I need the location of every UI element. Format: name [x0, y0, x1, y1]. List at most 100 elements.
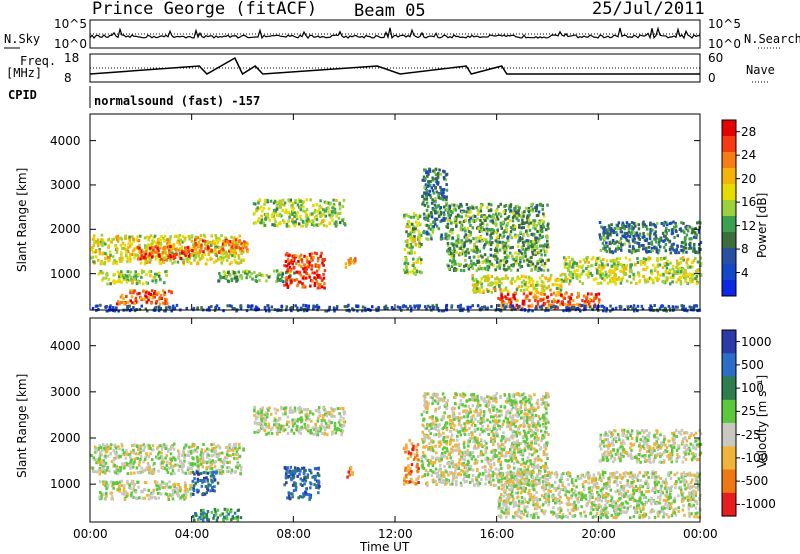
- scatter-cell: [299, 428, 302, 432]
- scatter-cell: [116, 270, 120, 274]
- scatter-cell: [212, 474, 216, 478]
- scatter-cell: [695, 274, 698, 278]
- scatter-cell: [256, 206, 259, 210]
- scatter-cell: [147, 455, 151, 459]
- scatter-cell: [527, 246, 530, 250]
- scatter-cell: [91, 466, 95, 470]
- scatter-cell: [529, 208, 532, 212]
- scatter-cell: [446, 218, 449, 222]
- scatter-cell: [254, 279, 257, 283]
- scatter-cell: [157, 271, 161, 275]
- scatter-cell: [620, 230, 623, 234]
- scatter-cell: [196, 490, 199, 494]
- scatter-cell: [330, 406, 333, 410]
- scatter-cell: [209, 483, 212, 487]
- scatter-cell: [346, 304, 349, 308]
- scatter-cell: [231, 254, 234, 258]
- scatter-cell: [151, 279, 154, 283]
- scatter-cell: [186, 468, 190, 472]
- scatter-cell: [348, 260, 351, 264]
- scatter-cell: [656, 263, 660, 267]
- scatter-cell: [223, 276, 226, 279]
- scatter-cell: [184, 486, 187, 490]
- nsky-strip-frame: [89, 19, 701, 49]
- scatter-cell: [96, 238, 100, 242]
- scatter-cell: [219, 459, 223, 463]
- scatter-cell: [258, 207, 261, 211]
- scatter-cell: [281, 198, 285, 202]
- scatter-cell: [196, 480, 200, 483]
- scatter-cell: [233, 258, 237, 262]
- scatter-cell: [104, 496, 107, 500]
- scatter-cell: [544, 253, 547, 257]
- scatter-cell: [632, 234, 635, 238]
- scatter-cell: [416, 224, 419, 228]
- scatter-cell: [696, 260, 700, 264]
- scatter-cell: [493, 248, 497, 252]
- scatter-cell: [134, 452, 138, 456]
- scatter-cell: [621, 264, 624, 268]
- scatter-cell: [221, 470, 225, 474]
- scatter-cell: [161, 457, 164, 461]
- scatter-cell: [305, 427, 308, 431]
- scatter-cell: [579, 260, 582, 264]
- scatter-cell: [105, 305, 108, 308]
- scatter-cell: [677, 251, 681, 255]
- scatter-cell: [276, 426, 280, 430]
- scatter-cell: [291, 418, 294, 422]
- scatter-cell: [695, 304, 699, 308]
- scatter-cell: [453, 269, 456, 272]
- scatter-cell: [507, 207, 511, 211]
- scatter-cell: [227, 239, 231, 243]
- scatter-cell: [649, 229, 653, 232]
- scatter-cell: [597, 265, 601, 269]
- scatter-cell: [637, 227, 641, 231]
- scatter-cell: [435, 211, 439, 215]
- scatter-cell: [483, 259, 486, 263]
- scatter-cell: [263, 223, 267, 227]
- scatter-cell: [309, 284, 312, 288]
- scatter-cell: [308, 252, 312, 256]
- scatter-cell: [162, 289, 165, 293]
- scatter-cell: [535, 287, 538, 291]
- scatter-cell: [524, 275, 527, 279]
- scatter-cell: [505, 228, 509, 232]
- scatter-cell: [494, 218, 497, 222]
- scatter-cell: [657, 273, 660, 277]
- scatter-cell: [583, 304, 586, 308]
- scatter-cell: [190, 451, 193, 455]
- scatter-cell: [213, 485, 216, 489]
- scatter-cell: [323, 408, 326, 412]
- scatter-cell: [266, 212, 269, 216]
- scatter-cell: [282, 203, 286, 207]
- scatter-cell: [277, 279, 280, 282]
- scatter-cell: [584, 307, 587, 311]
- scatter-cell: [424, 217, 427, 221]
- scatter-cell: [168, 240, 172, 244]
- scatter-cell: [122, 489, 126, 493]
- scatter-cell: [603, 229, 606, 232]
- scatter-cell: [293, 271, 296, 275]
- scatter-cell: [450, 203, 454, 207]
- scatter-cell: [472, 237, 475, 241]
- scatter-cell: [469, 239, 473, 243]
- scatter-cell: [515, 211, 518, 215]
- scatter-cell: [120, 275, 124, 279]
- scatter-cell: [509, 233, 512, 237]
- scatter-cell: [264, 215, 268, 219]
- scatter-cell: [206, 510, 210, 513]
- scatter-cell: [660, 222, 664, 225]
- scatter-cell: [122, 297, 125, 301]
- scatter-cell: [528, 256, 532, 260]
- scatter-cell: [480, 306, 484, 310]
- scatter-cell: [613, 275, 617, 279]
- scatter-cell: [503, 256, 507, 259]
- scatter-cell: [461, 309, 464, 313]
- scatter-cell: [486, 205, 489, 209]
- scatter-cell: [112, 486, 115, 490]
- scatter-cell: [535, 241, 538, 245]
- scatter-cell: [287, 262, 290, 266]
- scatter-cell: [495, 215, 499, 219]
- scatter-cell: [439, 219, 442, 223]
- scatter-cell: [312, 224, 316, 228]
